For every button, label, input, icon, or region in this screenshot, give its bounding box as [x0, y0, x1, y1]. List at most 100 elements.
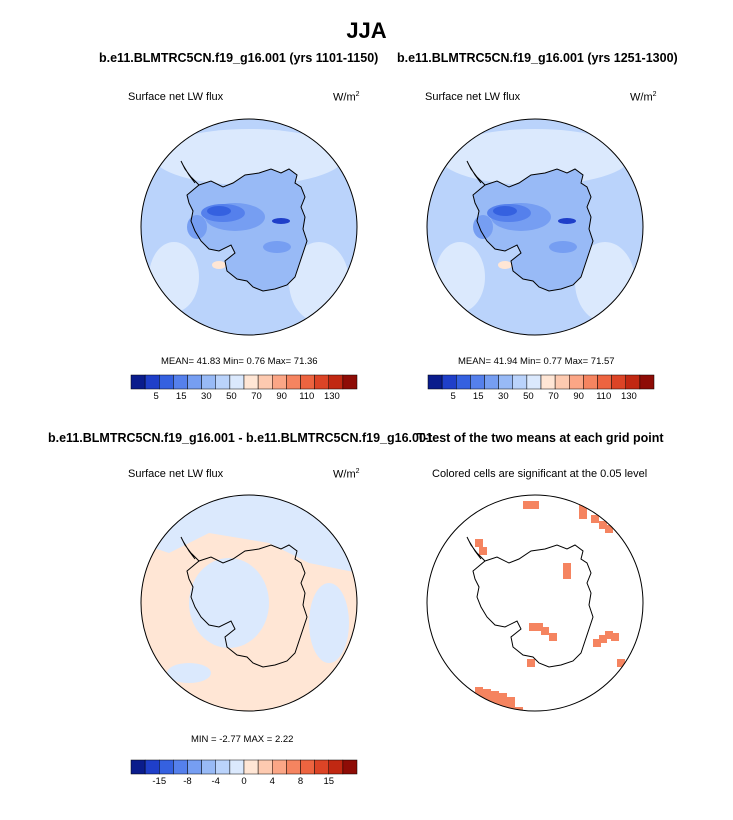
- colorbar-swatch: [314, 759, 329, 775]
- significant-cell: [541, 627, 549, 635]
- significant-cell: [479, 547, 487, 555]
- lowest-flux-region: [493, 206, 517, 216]
- colorbar-swatch: [201, 759, 216, 775]
- significant-cell: [563, 571, 571, 579]
- ocean-fill: [427, 495, 643, 711]
- low-flux-patch-east: [549, 241, 577, 253]
- antarctica-coastline: [186, 168, 308, 292]
- colorbar-tick-label: 130: [620, 391, 637, 402]
- colorbar-swatch: [173, 374, 188, 390]
- polar-map-bottom-left: [140, 494, 358, 712]
- peninsula-coastline: [180, 536, 200, 562]
- colorbar-swatch: [187, 759, 202, 775]
- warm-patch: [212, 261, 226, 269]
- colorbar-swatch: [257, 759, 273, 775]
- antarctica-field: [187, 169, 307, 291]
- panel-title-bottom-right: T-test of the two means at each grid poi…: [417, 431, 664, 445]
- colorbar-swatch: [342, 759, 358, 775]
- polar-map-top-right: [426, 118, 644, 336]
- colorbar-swatch: [639, 374, 655, 390]
- peninsula-coastline: [466, 160, 486, 186]
- significant-cell: [617, 659, 625, 667]
- colorbar-swatch: [187, 374, 202, 390]
- significant-cell: [499, 701, 507, 709]
- colorbar-swatch: [300, 374, 315, 390]
- colorbar-tick-label: -4: [211, 776, 220, 787]
- colorbar-tick-label: 5: [153, 391, 159, 402]
- warm-patch: [498, 261, 512, 269]
- colorbar-tick-label: 15: [472, 391, 484, 402]
- colorbar-tick-label: 30: [498, 391, 509, 402]
- colorbar-tick-label: 30: [201, 391, 212, 402]
- main-title: JJA: [346, 18, 387, 43]
- significant-cell: [499, 693, 507, 701]
- colorbar-tick-label: 110: [299, 391, 315, 402]
- colorbar-swatch: [173, 759, 188, 775]
- negative-diff-region-east: [309, 583, 349, 663]
- colorbar-tick-label: 90: [276, 391, 287, 402]
- colorbar-swatch: [470, 374, 485, 390]
- colorbar-ticks-top-right: 5 15 30 50 70 90 110 130: [428, 391, 654, 405]
- colorbar-swatch: [583, 374, 598, 390]
- map-border: [140, 118, 358, 336]
- colorbar-swatch: [272, 374, 287, 390]
- significant-cell: [563, 563, 571, 571]
- colorbar-tick-label: 50: [226, 391, 237, 402]
- significant-cell: [625, 681, 633, 689]
- low-flux-patch-east: [263, 241, 291, 253]
- colorbar-ticks-bottom-left: -15 -8 -4 0 4 8 15: [131, 776, 357, 790]
- significant-cell: [499, 709, 507, 711]
- ocean-light-band-west: [435, 242, 485, 312]
- colorbar-tick-label: 110: [596, 391, 612, 402]
- colorbar-swatch: [286, 759, 301, 775]
- significant-cell: [515, 707, 523, 711]
- variable-label-top-left: Surface net LW flux: [128, 91, 224, 103]
- panel-title-top-right: b.e11.BLMTRC5CN.f19_g16.001 (yrs 1251-13…: [397, 51, 678, 65]
- map-border: [140, 494, 358, 712]
- units-label-top-left: W/m2: [333, 91, 360, 104]
- colorbar-swatch: [328, 759, 344, 775]
- colorbar-swatch: [272, 759, 287, 775]
- colorbar-swatch: [342, 374, 358, 390]
- colorbar-swatch: [427, 374, 443, 390]
- ocean-light-band-west: [149, 242, 199, 312]
- colorbar-swatch: [512, 374, 528, 390]
- significant-cell: [529, 623, 537, 631]
- antarctica-field: [473, 169, 593, 291]
- colorbar-swatch: [526, 374, 542, 390]
- antarctica-coastline: [472, 168, 594, 292]
- significant-cell: [475, 695, 483, 703]
- panel-title-top-left: b.e11.BLMTRC5CN.f19_g16.001 (yrs 1101-11…: [99, 51, 379, 65]
- significant-cell: [593, 639, 601, 647]
- colorbar-swatch: [229, 759, 245, 775]
- variable-label-bottom-left: Surface net LW flux: [128, 468, 224, 480]
- polar-map-top-left: [140, 118, 358, 336]
- colorbar-swatch: [144, 759, 160, 775]
- colorbar-tick-label: 8: [297, 776, 304, 787]
- colorbar-swatch: [597, 374, 612, 390]
- colorbar-swatch: [215, 759, 231, 775]
- panel-title-bottom-left: b.e11.BLMTRC5CN.f19_g16.001 - b.e11.BLMT…: [48, 431, 433, 445]
- map-field: [141, 495, 357, 711]
- map-field: [427, 119, 643, 335]
- units-label-top-right: W/m2: [630, 91, 657, 104]
- colorbar-tick-label: 130: [323, 391, 340, 402]
- colorbar-tick-label: 70: [548, 391, 559, 402]
- peninsula-coastline: [180, 160, 200, 186]
- negative-diff-region-center: [189, 558, 269, 648]
- colorbar-swatch: [201, 374, 216, 390]
- colorbar-swatch: [130, 374, 146, 390]
- minimum-flux-region: [558, 218, 576, 224]
- colorbar-tick-label: 4: [269, 776, 275, 787]
- colorbar-swatch: [569, 374, 584, 390]
- map-field: [427, 495, 643, 711]
- map-field: [141, 119, 357, 335]
- significant-cell: [579, 511, 587, 519]
- ocean-light-band-north: [440, 129, 630, 185]
- units-label-bottom-left: W/m2: [333, 468, 360, 481]
- colorbar-tick-label: 0: [241, 776, 247, 787]
- colorbar-top-left: [130, 374, 358, 390]
- colorbar-tick-label: 70: [251, 391, 262, 402]
- colorbar-swatch: [456, 374, 471, 390]
- significant-cell: [605, 525, 613, 533]
